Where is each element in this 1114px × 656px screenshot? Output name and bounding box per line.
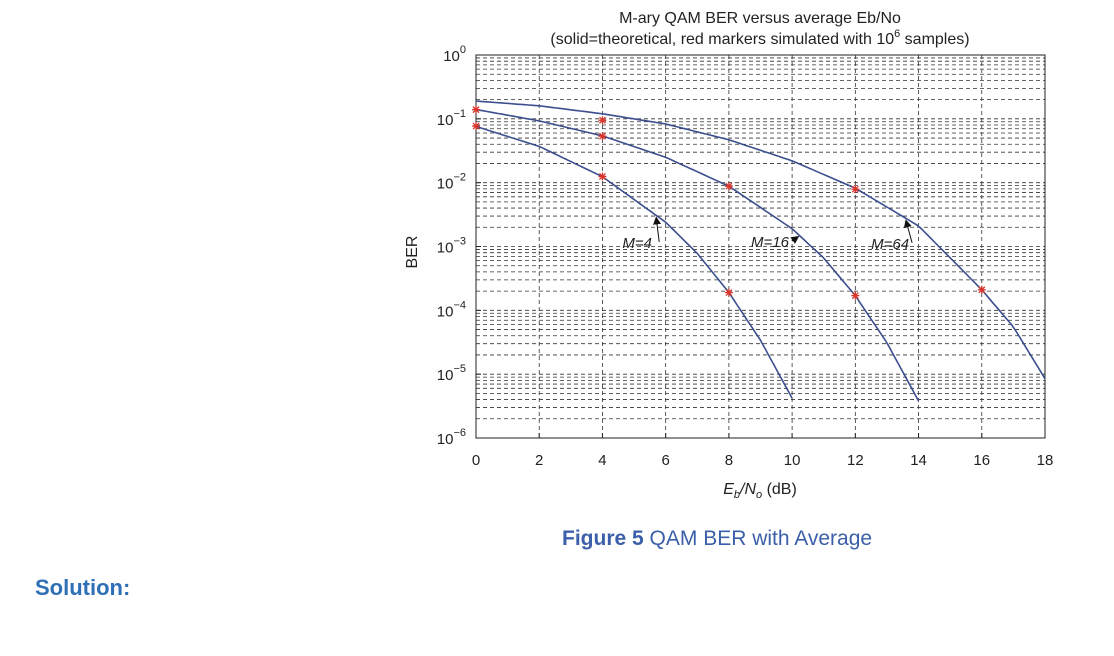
caption-figure-number: Figure 5 bbox=[562, 527, 644, 550]
annotation-m64: M=64 bbox=[871, 236, 909, 253]
xlabel-sub-o: o bbox=[756, 489, 762, 501]
curve-m4 bbox=[475, 125, 793, 399]
y-tick-base: 10 bbox=[437, 112, 454, 129]
simulated-marker bbox=[851, 291, 860, 300]
y-tick-base: 10 bbox=[437, 303, 454, 320]
y-tick-base: 10 bbox=[437, 367, 454, 384]
ber-curves bbox=[475, 100, 1046, 402]
annotation-arrow bbox=[790, 235, 800, 244]
annotation-m4: M=4 bbox=[622, 235, 652, 252]
annotation-m16: M=16 bbox=[751, 234, 790, 251]
y-tick-exponent: −2 bbox=[453, 172, 466, 184]
y-tick-exponent: −4 bbox=[453, 299, 466, 311]
y-tick-label: 10−6 bbox=[437, 427, 466, 448]
y-tick-label: 100 bbox=[443, 44, 466, 65]
solution-heading: Solution: bbox=[35, 575, 131, 600]
y-tick-label: 10−3 bbox=[437, 236, 466, 257]
x-tick-label: 16 bbox=[973, 452, 990, 469]
simulated-marker bbox=[851, 185, 860, 194]
x-axis-label: Eb/No (dB) bbox=[723, 481, 797, 501]
y-tick-base: 10 bbox=[437, 240, 454, 257]
annotation-arrow bbox=[653, 216, 662, 242]
y-tick-label: 10−2 bbox=[437, 172, 466, 193]
simulated-marker bbox=[472, 122, 480, 131]
simulated-markers bbox=[472, 105, 986, 300]
x-tick-label: 12 bbox=[847, 452, 864, 469]
y-tick-base: 10 bbox=[437, 431, 454, 448]
chart-title: M-ary QAM BER versus average Eb/No bbox=[619, 10, 901, 27]
annotation-arrow bbox=[903, 219, 913, 243]
xlabel-e: E bbox=[723, 481, 734, 498]
y-tick-exponent: 0 bbox=[460, 44, 466, 56]
curve-annotations: M=4 M=16 M=64 bbox=[622, 216, 913, 253]
x-tick-label: 10 bbox=[784, 452, 801, 469]
y-tick-exponent: −5 bbox=[453, 363, 466, 375]
x-tick-label: 0 bbox=[472, 452, 480, 469]
y-tick-exponent: −6 bbox=[453, 427, 466, 439]
y-axis-label: BER bbox=[404, 236, 421, 269]
y-tick-label: 10−5 bbox=[437, 363, 466, 384]
caption-text: QAM BER with Average bbox=[643, 527, 873, 550]
figure-caption: Figure 5 QAM BER with Average bbox=[562, 527, 872, 551]
subtitle-post: samples) bbox=[900, 31, 969, 48]
simulated-marker bbox=[724, 288, 733, 297]
xlabel-sub-b: b bbox=[734, 489, 740, 501]
x-tick-label: 2 bbox=[535, 452, 543, 469]
simulated-marker bbox=[472, 105, 480, 114]
curve-m16 bbox=[475, 108, 920, 402]
xlabel-n: /N bbox=[739, 481, 756, 498]
grid-lines bbox=[476, 55, 1045, 438]
x-tick-label: 14 bbox=[910, 452, 927, 469]
xlabel-unit: (dB) bbox=[762, 481, 797, 498]
simulated-marker bbox=[724, 182, 733, 191]
y-tick-base: 10 bbox=[437, 176, 454, 193]
y-tick-label: 10−1 bbox=[437, 108, 466, 129]
simulated-marker bbox=[598, 172, 607, 181]
x-tick-label: 8 bbox=[725, 452, 733, 469]
y-tick-base: 10 bbox=[443, 48, 460, 65]
x-tick-label: 18 bbox=[1037, 452, 1054, 469]
axis-ticks: 0 2 4 6 8 10 12 14 16 1810010−110−210−310−410−510… bbox=[437, 44, 1054, 469]
y-tick-exponent: −1 bbox=[453, 108, 466, 120]
subtitle-pre: (solid=theoretical, red markers simulate… bbox=[550, 31, 894, 48]
curve-m64 bbox=[475, 100, 1046, 380]
ber-chart: M-ary QAM BER versus average Eb/No (soli… bbox=[404, 10, 1054, 501]
x-tick-label: 4 bbox=[598, 452, 606, 469]
y-tick-exponent: −3 bbox=[453, 236, 466, 248]
x-tick-label: 6 bbox=[661, 452, 669, 469]
simulated-marker bbox=[598, 116, 607, 125]
chart-subtitle: (solid=theoretical, red markers simulate… bbox=[550, 28, 969, 48]
subtitle-sup: 6 bbox=[894, 28, 900, 40]
y-tick-label: 10−4 bbox=[437, 299, 466, 320]
simulated-marker bbox=[598, 132, 607, 141]
simulated-marker bbox=[977, 285, 986, 294]
